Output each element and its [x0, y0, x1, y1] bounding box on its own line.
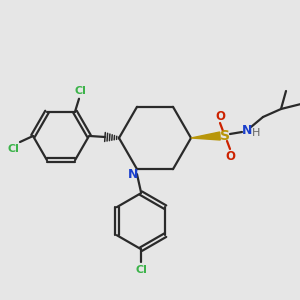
Text: Cl: Cl — [135, 265, 147, 275]
Text: Cl: Cl — [74, 86, 86, 96]
Text: N: N — [128, 168, 138, 181]
Text: S: S — [220, 129, 230, 143]
Text: H: H — [252, 128, 260, 138]
Text: N: N — [242, 124, 252, 137]
Text: O: O — [215, 110, 225, 122]
Polygon shape — [191, 132, 220, 140]
Text: O: O — [225, 149, 235, 163]
Text: Cl: Cl — [7, 144, 19, 154]
